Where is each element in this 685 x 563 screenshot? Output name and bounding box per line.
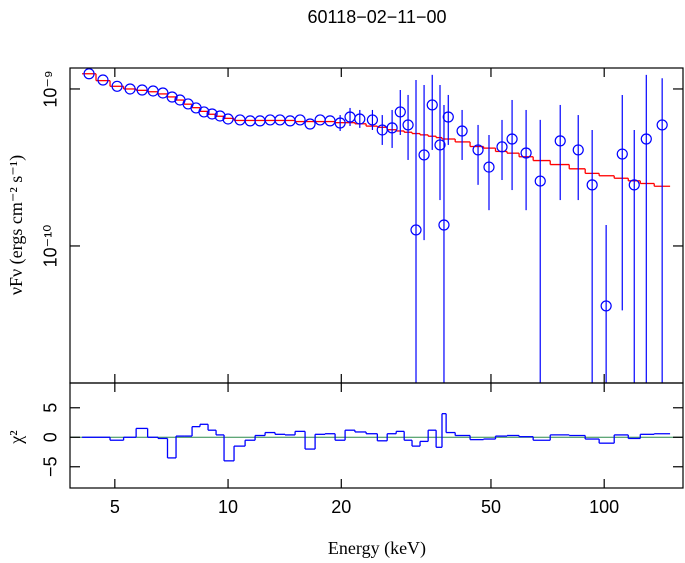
residual-tick-label: −5 [41,456,61,477]
data-point [438,219,450,231]
data-point [157,87,169,99]
spectrum-panel [82,68,671,383]
residual-frame [69,382,684,489]
data-point [314,114,326,126]
data-point [294,114,306,126]
residual-axis-label: χ² [6,430,26,444]
x-axis-label: Energy (keV) [328,538,426,559]
data-point [496,141,508,153]
residual-tick-label: 0 [41,432,61,442]
x-tick-label: 10 [218,497,238,517]
data-point [147,85,159,97]
data-point [394,106,406,118]
data-point [434,139,446,151]
y-axis-label: νFν (ergs cm⁻² s⁻¹) [6,155,27,295]
data-point [366,114,379,126]
y-tick-label: 10⁻⁹ [41,70,61,107]
x-tick-label: 100 [589,497,619,517]
data-point [354,113,366,125]
axes: 5 10 20 50 100 10⁻¹⁰ 10⁻⁹ −5 0 5 [41,67,684,517]
data-point [572,144,584,156]
data-point [640,133,652,145]
data-point [97,74,109,86]
data-point [111,80,123,92]
data-point [520,147,532,159]
data-point [442,111,454,123]
data-point [628,179,640,191]
data-point [334,117,346,129]
data-point [456,125,468,137]
data-point [616,148,628,160]
data-point [656,119,668,131]
data-point [136,84,148,96]
data-point [304,118,316,130]
data-point [324,115,336,127]
data-point [83,68,95,80]
data-point [410,224,422,236]
data-point [600,300,612,312]
residual-panel [70,413,683,462]
data-point [124,83,136,95]
x-tick-label: 5 [110,497,120,517]
spectrum-frame [69,67,684,384]
data-point [426,99,438,111]
data-point [402,119,414,131]
data-point [483,161,495,173]
y-tick-label: 10⁻¹⁰ [41,225,61,268]
residual-tick-label: 5 [41,403,61,413]
x-tick-label: 50 [481,497,501,517]
data-point [472,144,484,156]
data-point [418,149,430,161]
data-point [222,113,234,125]
data-point [206,108,218,120]
data-point [506,133,518,145]
data-point [586,179,598,191]
data-point [214,110,226,122]
chart-title: 60118−02−11−00 [308,7,447,27]
data-point [534,175,546,187]
data-point [166,91,178,103]
x-tick-label: 20 [331,497,351,517]
data-point [386,122,398,134]
data-point [198,106,210,118]
data-point [554,135,566,147]
